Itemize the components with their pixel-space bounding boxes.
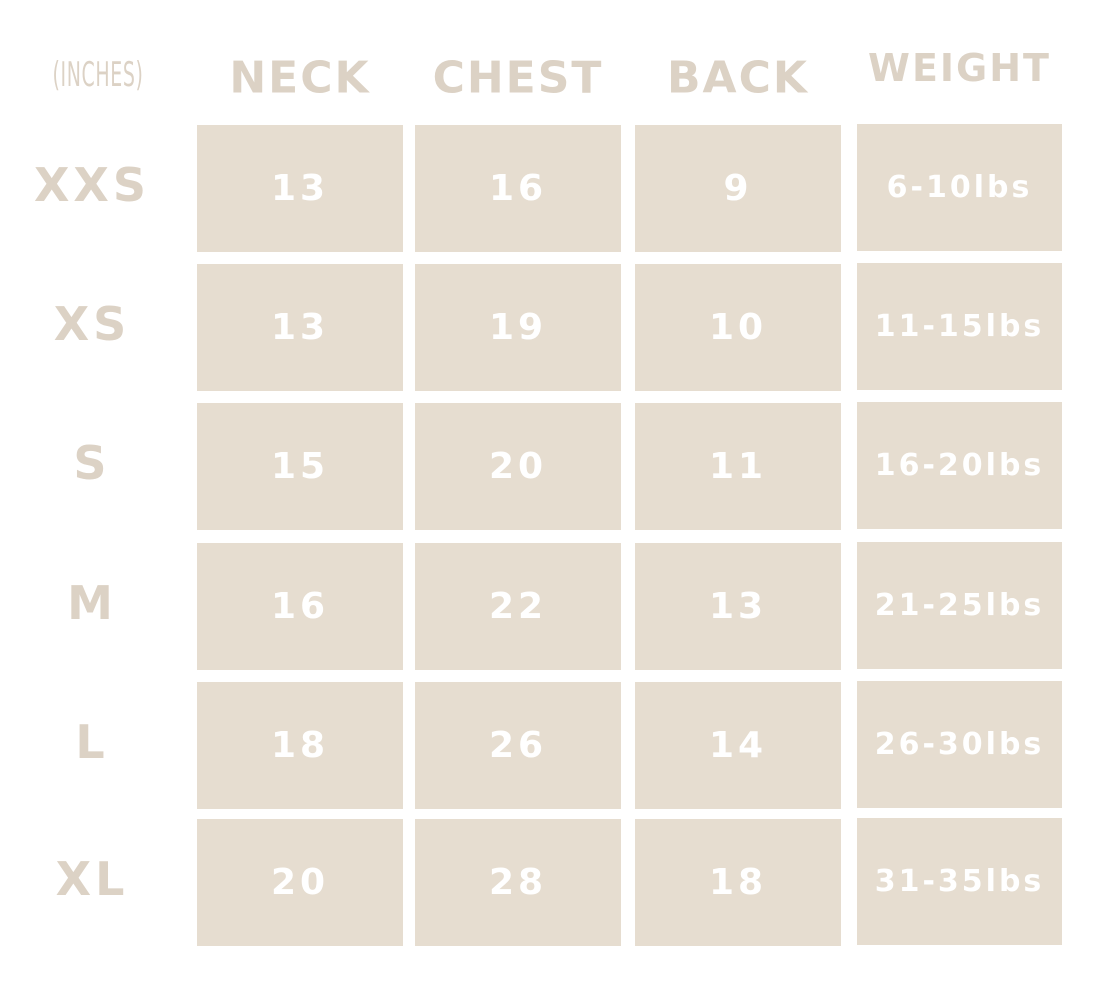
table-cell: 16 <box>197 543 403 670</box>
size-label: M <box>67 575 117 630</box>
table-cell: 20 <box>415 403 621 530</box>
size-label: XXS <box>33 157 151 212</box>
table-cell: 11 <box>635 403 841 530</box>
table-cell: 26-30lbs <box>857 681 1062 808</box>
table-cell: 18 <box>197 682 403 809</box>
table-cell: 11-15lbs <box>857 263 1062 390</box>
table-cell: 20 <box>197 819 403 946</box>
table-cell: 26 <box>415 682 621 809</box>
table-cell: 6-10lbs <box>857 124 1062 251</box>
table-cell: 9 <box>635 125 841 252</box>
table-cell: 16 <box>415 125 621 252</box>
size-label: XL <box>55 851 129 906</box>
size-label: S <box>73 435 111 490</box>
column-header: CHEST <box>432 52 604 104</box>
table-cell: 22 <box>415 543 621 670</box>
column-header: NECK <box>229 52 371 104</box>
size-label: L <box>75 714 109 769</box>
table-cell: 28 <box>415 819 621 946</box>
table-cell: 16-20lbs <box>857 402 1062 529</box>
table-cell: 19 <box>415 264 621 391</box>
table-cell: 13 <box>635 543 841 670</box>
table-cell: 14 <box>635 682 841 809</box>
table-cell: 18 <box>635 819 841 946</box>
table-cell: 15 <box>197 403 403 530</box>
column-header: WEIGHT <box>868 46 1051 90</box>
column-header: BACK <box>667 52 809 104</box>
table-cell: 21-25lbs <box>857 542 1062 669</box>
table-cell: 13 <box>197 264 403 391</box>
units-label: (INCHES) <box>52 55 144 95</box>
table-cell: 10 <box>635 264 841 391</box>
table-cell: 31-35lbs <box>857 818 1062 945</box>
table-cell: 13 <box>197 125 403 252</box>
size-label: XS <box>53 296 131 351</box>
